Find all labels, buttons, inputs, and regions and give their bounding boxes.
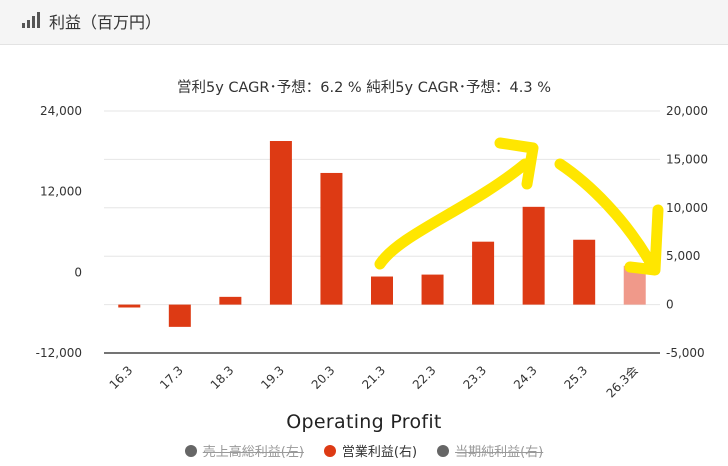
- chart-legend: 売上高総利益(左) 営業利益(右) 当期純利益(右): [0, 441, 728, 460]
- bar-operating-profit: [623, 265, 646, 305]
- legend-item[interactable]: 営業利益(右): [323, 441, 418, 460]
- right-axis-tick-label: 15,000: [666, 152, 708, 166]
- left-axis-tick-label: -12,000: [36, 346, 82, 360]
- legend-item[interactable]: 当期純利益(右): [437, 441, 543, 460]
- right-axis-tick-label: 5,000: [666, 249, 700, 263]
- x-tick-label: 23.3: [460, 363, 489, 392]
- bar-operating-profit: [320, 172, 343, 305]
- right-axis-tick-label: 20,000: [666, 104, 708, 118]
- x-tick-label: 25.3: [562, 363, 591, 392]
- panel-title: 利益（百万円）: [49, 13, 162, 32]
- left-axis-tick-label: 24,000: [40, 104, 82, 118]
- legend-swatch: [437, 444, 450, 457]
- x-tick-label: 18.3: [208, 363, 237, 392]
- x-tick-label: 19.3: [258, 363, 287, 392]
- legend-label: 営業利益(右): [341, 445, 418, 460]
- legend-swatch: [323, 444, 336, 457]
- right-axis-tick-label: 0: [666, 298, 674, 312]
- bar-operating-profit: [371, 276, 393, 305]
- panel-header: 利益（百万円）: [0, 0, 728, 45]
- legend-item[interactable]: 売上高総利益(左): [184, 441, 304, 460]
- legend-label: 売上高総利益(左): [202, 445, 304, 460]
- x-tick-label: 17.3: [157, 363, 186, 392]
- x-tick-label: 26.3会: [604, 363, 641, 400]
- annotation-arrow-up: [374, 137, 539, 270]
- annotation-arrow-down: [554, 158, 664, 276]
- x-tick-label: 24.3: [511, 363, 540, 392]
- bar-operating-profit: [118, 304, 141, 308]
- profit-chart: 営利5y CAGR･予想：6.2 % 純利5y CAGR･予想：4.3 % 20…: [0, 44, 728, 466]
- x-tick-label: 20.3: [309, 363, 338, 392]
- bar-operating-profit: [522, 206, 545, 305]
- right-axis-tick-label: 10,000: [666, 201, 708, 215]
- bar-operating-profit: [472, 241, 495, 305]
- legend-label: 当期純利益(右): [455, 445, 544, 460]
- bar-operating-profit: [269, 141, 292, 305]
- chart-plot: 20,000 15,000 10,000 5,000 0 -5,000 24,000 12,0…: [36, 104, 708, 401]
- x-tick-label: 22.3: [410, 363, 439, 392]
- bar-operating-profit: [168, 304, 191, 327]
- legend-swatch: [184, 444, 197, 457]
- x-tick-label: 16.3: [107, 363, 136, 392]
- signal-bars-icon: [22, 12, 42, 32]
- x-tick-label: 21.3: [359, 363, 388, 392]
- left-axis-tick-label: 12,000: [40, 185, 82, 199]
- right-axis-tick-label: -5,000: [666, 346, 705, 360]
- chart-subtitle: 営利5y CAGR･予想：6.2 % 純利5y CAGR･予想：4.3 %: [176, 80, 552, 96]
- bar-operating-profit: [219, 296, 242, 305]
- x-axis-title: Operating Profit: [286, 411, 442, 433]
- bar-operating-profit: [573, 239, 596, 305]
- bar-operating-profit: [421, 274, 444, 305]
- left-axis-tick-label: 0: [74, 265, 82, 279]
